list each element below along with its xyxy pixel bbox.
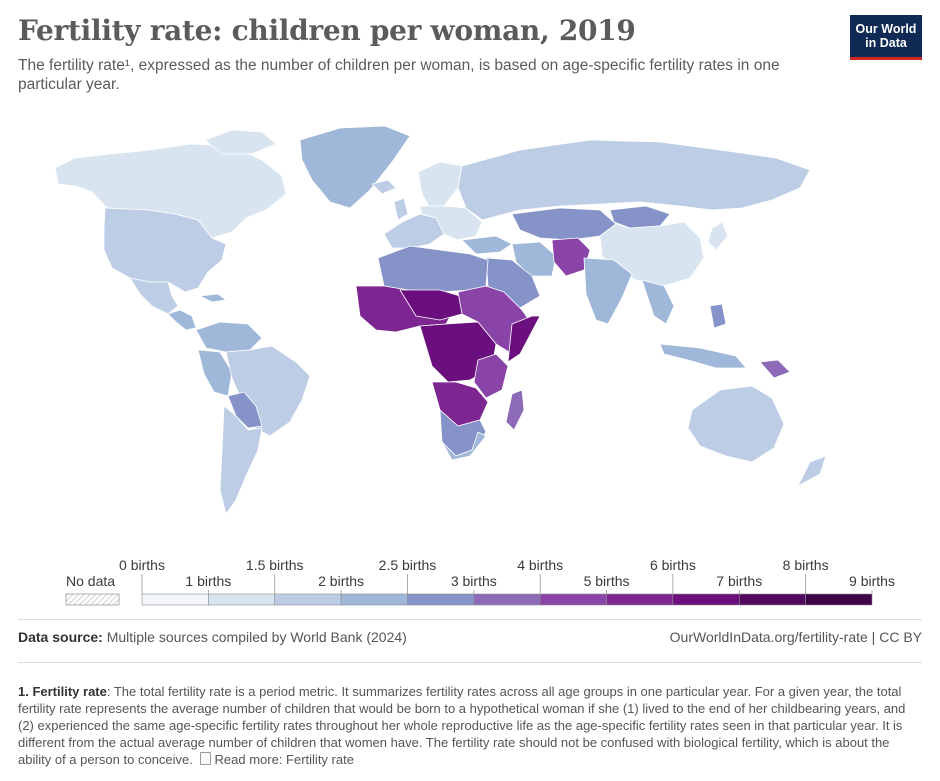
data-source-text: Multiple sources compiled by World Bank … xyxy=(106,629,407,645)
region-australia[interactable] xyxy=(687,385,785,463)
region-eastern-europe[interactable] xyxy=(419,205,483,241)
region-southeast-asia[interactable] xyxy=(641,279,675,325)
legend-bin[interactable] xyxy=(407,593,475,606)
logo-line-2: in Data xyxy=(865,36,907,50)
region-iceland[interactable] xyxy=(371,179,397,195)
region-madagascar[interactable] xyxy=(505,389,525,431)
legend-label: 1 births xyxy=(185,573,231,589)
region-greenland[interactable] xyxy=(299,125,411,209)
region-central-america[interactable] xyxy=(167,309,197,331)
region-canada[interactable] xyxy=(54,143,287,239)
legend-bin[interactable] xyxy=(340,593,408,606)
chart-title: Fertility rate: children per woman, 2019 xyxy=(18,14,636,47)
legend-label: 1.5 births xyxy=(246,557,304,573)
separator-bottom xyxy=(18,662,922,663)
legend-bin[interactable] xyxy=(738,593,806,606)
region-somalia[interactable] xyxy=(507,315,541,363)
region-india[interactable] xyxy=(583,257,633,325)
legend-label: 0 births xyxy=(119,557,165,573)
region-indonesia[interactable] xyxy=(659,343,747,369)
footnote-text: : The total fertility rate is a period m… xyxy=(18,684,906,767)
legend-bin[interactable] xyxy=(274,593,342,606)
legend-bin[interactable] xyxy=(606,593,674,606)
region-russia[interactable] xyxy=(457,139,811,221)
legend-no-data-label: No data xyxy=(66,573,115,589)
region-caribbean[interactable] xyxy=(199,293,227,303)
legend-label: 5 births xyxy=(584,573,630,589)
region-usa[interactable] xyxy=(103,207,227,293)
legend-bin[interactable] xyxy=(539,593,607,606)
document-icon xyxy=(199,752,211,765)
legend-label: 8 births xyxy=(783,557,829,573)
legend-bin[interactable] xyxy=(805,593,873,606)
owid-logo[interactable]: Our World in Data xyxy=(850,15,922,60)
region-japan[interactable] xyxy=(707,221,729,251)
region-philippines[interactable] xyxy=(709,303,727,329)
legend-label: 7 births xyxy=(716,573,762,589)
legend-label: 9 births xyxy=(849,573,895,589)
region-scandinavia[interactable] xyxy=(417,161,463,209)
world-map[interactable] xyxy=(0,110,940,530)
region-afghanistan-pakistan[interactable] xyxy=(551,237,591,277)
legend-bin[interactable] xyxy=(672,593,740,606)
credit-link[interactable]: OurWorldInData.org/fertility-rate | CC B… xyxy=(669,629,922,645)
region-new-zealand[interactable] xyxy=(797,455,827,487)
region-south-africa[interactable] xyxy=(441,431,487,461)
footnote-label: 1. Fertility rate xyxy=(18,684,107,699)
separator-top xyxy=(18,619,922,620)
legend-bin[interactable] xyxy=(141,593,209,606)
region-east-africa[interactable] xyxy=(473,353,509,399)
footnote: 1. Fertility rate: The total fertility r… xyxy=(18,683,923,768)
logo-line-1: Our World xyxy=(855,22,917,36)
legend-no-data-swatch[interactable] xyxy=(65,593,120,606)
region-north-africa[interactable] xyxy=(377,245,489,293)
legend-label: 4 births xyxy=(517,557,563,573)
region-iran[interactable] xyxy=(511,241,557,277)
map-legend: No data 0 births 1.5 births 2.5 births 4 bi… xyxy=(65,557,895,606)
legend-label: 2.5 births xyxy=(379,557,437,573)
data-source: Data source: Multiple sources compiled b… xyxy=(18,629,407,645)
read-more-link[interactable]: Read more: Fertility rate xyxy=(214,752,354,767)
region-arctic-islands[interactable] xyxy=(204,129,277,155)
legend-bin[interactable] xyxy=(473,593,541,606)
region-turkey[interactable] xyxy=(461,235,513,255)
region-northern-south-america[interactable] xyxy=(195,321,263,353)
chart-subtitle: The fertility rate¹, expressed as the nu… xyxy=(18,57,780,93)
legend-label: 3 births xyxy=(451,573,497,589)
legend-bin[interactable] xyxy=(208,593,276,606)
data-source-label: Data source: xyxy=(18,629,103,645)
region-southern-cone[interactable] xyxy=(219,405,263,515)
region-mexico[interactable] xyxy=(129,277,179,315)
legend-label: 6 births xyxy=(650,557,696,573)
region-western-europe[interactable] xyxy=(383,213,445,249)
region-uk[interactable] xyxy=(393,197,409,221)
legend-label: 2 births xyxy=(318,573,364,589)
region-papua-new-guinea[interactable] xyxy=(759,359,791,379)
